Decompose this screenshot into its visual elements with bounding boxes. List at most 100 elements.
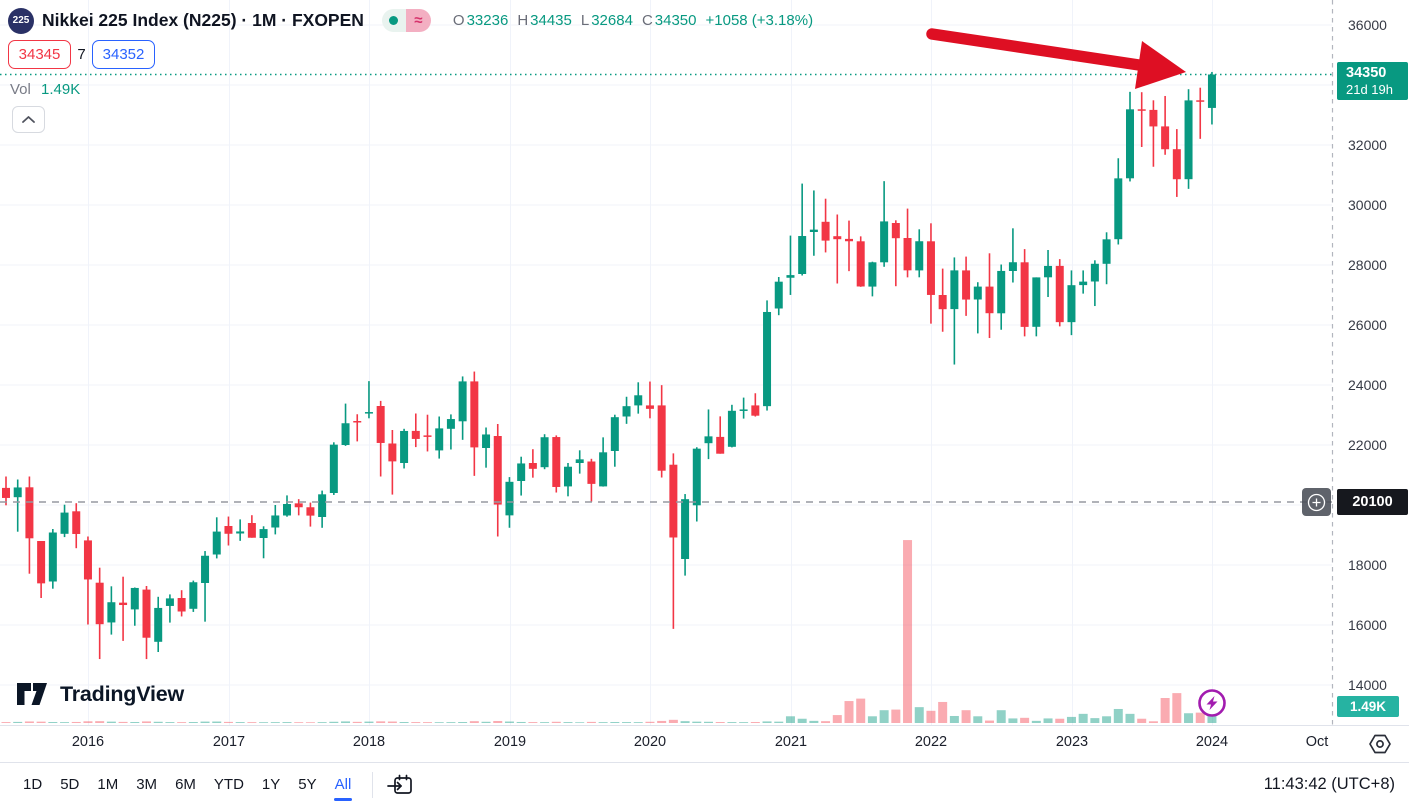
candle-body xyxy=(1032,277,1041,327)
volume-label: Vol xyxy=(10,81,31,98)
volume-bar xyxy=(1031,720,1041,723)
candle-body xyxy=(435,428,444,451)
candle-body xyxy=(318,494,327,517)
tradingview-logo-icon xyxy=(17,683,47,705)
candle-body xyxy=(271,515,280,528)
range-button-3M[interactable]: 3M xyxy=(127,772,166,797)
volume-bar xyxy=(130,722,140,723)
volume-bar xyxy=(961,710,971,723)
last-price-badge: 34350 21d 19h xyxy=(1337,61,1408,100)
range-button-YTD[interactable]: YTD xyxy=(205,772,253,797)
candle-body xyxy=(739,409,748,411)
volume-bar xyxy=(1160,698,1170,723)
volume-bar xyxy=(586,721,596,723)
lightning-icon[interactable] xyxy=(1196,687,1228,719)
candle-body xyxy=(411,430,420,439)
volume-bar xyxy=(422,722,432,723)
volume-bar xyxy=(106,721,116,723)
candle-body xyxy=(1137,109,1146,111)
volume-bar xyxy=(270,722,280,723)
candle-body xyxy=(130,587,139,610)
volume-bar xyxy=(692,721,702,723)
range-button-All[interactable]: All xyxy=(326,772,361,801)
open-value: 33236 xyxy=(466,12,509,29)
volume-bar xyxy=(1148,721,1158,723)
volume-bar xyxy=(1113,708,1123,723)
candle-body xyxy=(856,241,865,287)
volume-bar xyxy=(504,721,514,723)
volume-bar xyxy=(95,721,105,723)
volume-bar xyxy=(1137,718,1147,723)
candle-body xyxy=(950,270,959,310)
spread-value: 7 xyxy=(77,46,86,63)
range-button-5D[interactable]: 5D xyxy=(51,772,88,797)
candle-body xyxy=(1008,262,1017,271)
volume-bar xyxy=(1102,716,1112,723)
volume-bar xyxy=(1008,718,1018,723)
candle-body xyxy=(575,459,584,463)
time-scale-axis[interactable]: 2016 2017 2018 2019 2020 2021 2022 2023 2024 Oct xyxy=(0,725,1409,763)
volume-bar xyxy=(727,722,737,723)
candle-body xyxy=(599,452,608,487)
volume-bar xyxy=(212,721,222,723)
volume-bar xyxy=(762,721,772,723)
volume-bar xyxy=(83,721,93,723)
sell-button[interactable]: 34345 xyxy=(8,40,71,69)
candle-body xyxy=(505,481,514,516)
range-button-5Y[interactable]: 5Y xyxy=(289,772,325,797)
candle-body xyxy=(376,406,385,443)
range-button-1M[interactable]: 1M xyxy=(88,772,127,797)
market-status-toggle[interactable]: ≈ xyxy=(381,9,431,32)
range-button-1Y[interactable]: 1Y xyxy=(253,772,289,797)
clock[interactable]: 11:43:42 (UTC+8) xyxy=(1263,775,1395,793)
volume-bar xyxy=(294,722,304,723)
volume-bar xyxy=(528,722,538,723)
volume-bar xyxy=(36,721,46,723)
watermark-text: TradingView xyxy=(60,681,185,706)
candle-body xyxy=(329,444,338,493)
high-label: H xyxy=(517,12,529,29)
time-label-2023: 2023 xyxy=(1055,734,1089,750)
date-range-switcher: 1D 5D 1M 3M 6M YTD 1Y 5Y All xyxy=(14,772,361,801)
range-button-6M[interactable]: 6M xyxy=(166,772,205,797)
time-label-2022: 2022 xyxy=(914,734,948,750)
candle-body xyxy=(341,423,350,445)
candle-body xyxy=(809,229,818,232)
plus-circle-icon xyxy=(1307,493,1326,511)
candle-body xyxy=(763,311,772,407)
buy-button[interactable]: 34352 xyxy=(92,40,155,69)
volume-bar xyxy=(282,722,292,723)
time-label-Oct: Oct xyxy=(1305,734,1329,750)
volume-bar xyxy=(903,540,913,723)
collapse-header-button[interactable] xyxy=(12,106,45,133)
candle-body xyxy=(306,507,315,516)
volume-bar xyxy=(938,701,948,723)
volume-bar xyxy=(914,707,924,723)
candle-body xyxy=(552,437,561,487)
volume-bar xyxy=(376,721,386,723)
candle-body xyxy=(37,541,46,584)
market-open-dot-icon xyxy=(381,9,406,32)
candlestick-chart[interactable] xyxy=(0,0,1409,760)
add-alert-button[interactable] xyxy=(1302,488,1331,516)
price-scale-axis[interactable]: 34350 21d 19h 20100 1.49K 36000 32000 3000… xyxy=(1333,0,1409,725)
volume-value: 1.49K xyxy=(41,81,81,98)
candle-body xyxy=(1090,263,1099,282)
volume-bar xyxy=(797,718,807,723)
volume-bar xyxy=(973,716,983,723)
volume-bar xyxy=(434,722,444,723)
candle-body xyxy=(48,532,57,582)
volume-bar xyxy=(200,721,210,723)
volume-bar xyxy=(305,722,315,723)
scale-settings-button[interactable] xyxy=(1367,732,1393,756)
volume-bar xyxy=(469,721,479,723)
candle-body xyxy=(1125,109,1134,179)
price-label: 32000 xyxy=(1348,137,1387,153)
symbol-title[interactable]: Nikkei 225 Index (N225) · 1M · FXOPEN xyxy=(42,10,364,30)
tradingview-watermark[interactable]: TradingView xyxy=(16,680,184,708)
volume-bar xyxy=(844,701,854,723)
go-to-date-button[interactable] xyxy=(385,771,416,799)
range-button-1D[interactable]: 1D xyxy=(14,772,51,797)
volume-bar xyxy=(411,722,421,723)
